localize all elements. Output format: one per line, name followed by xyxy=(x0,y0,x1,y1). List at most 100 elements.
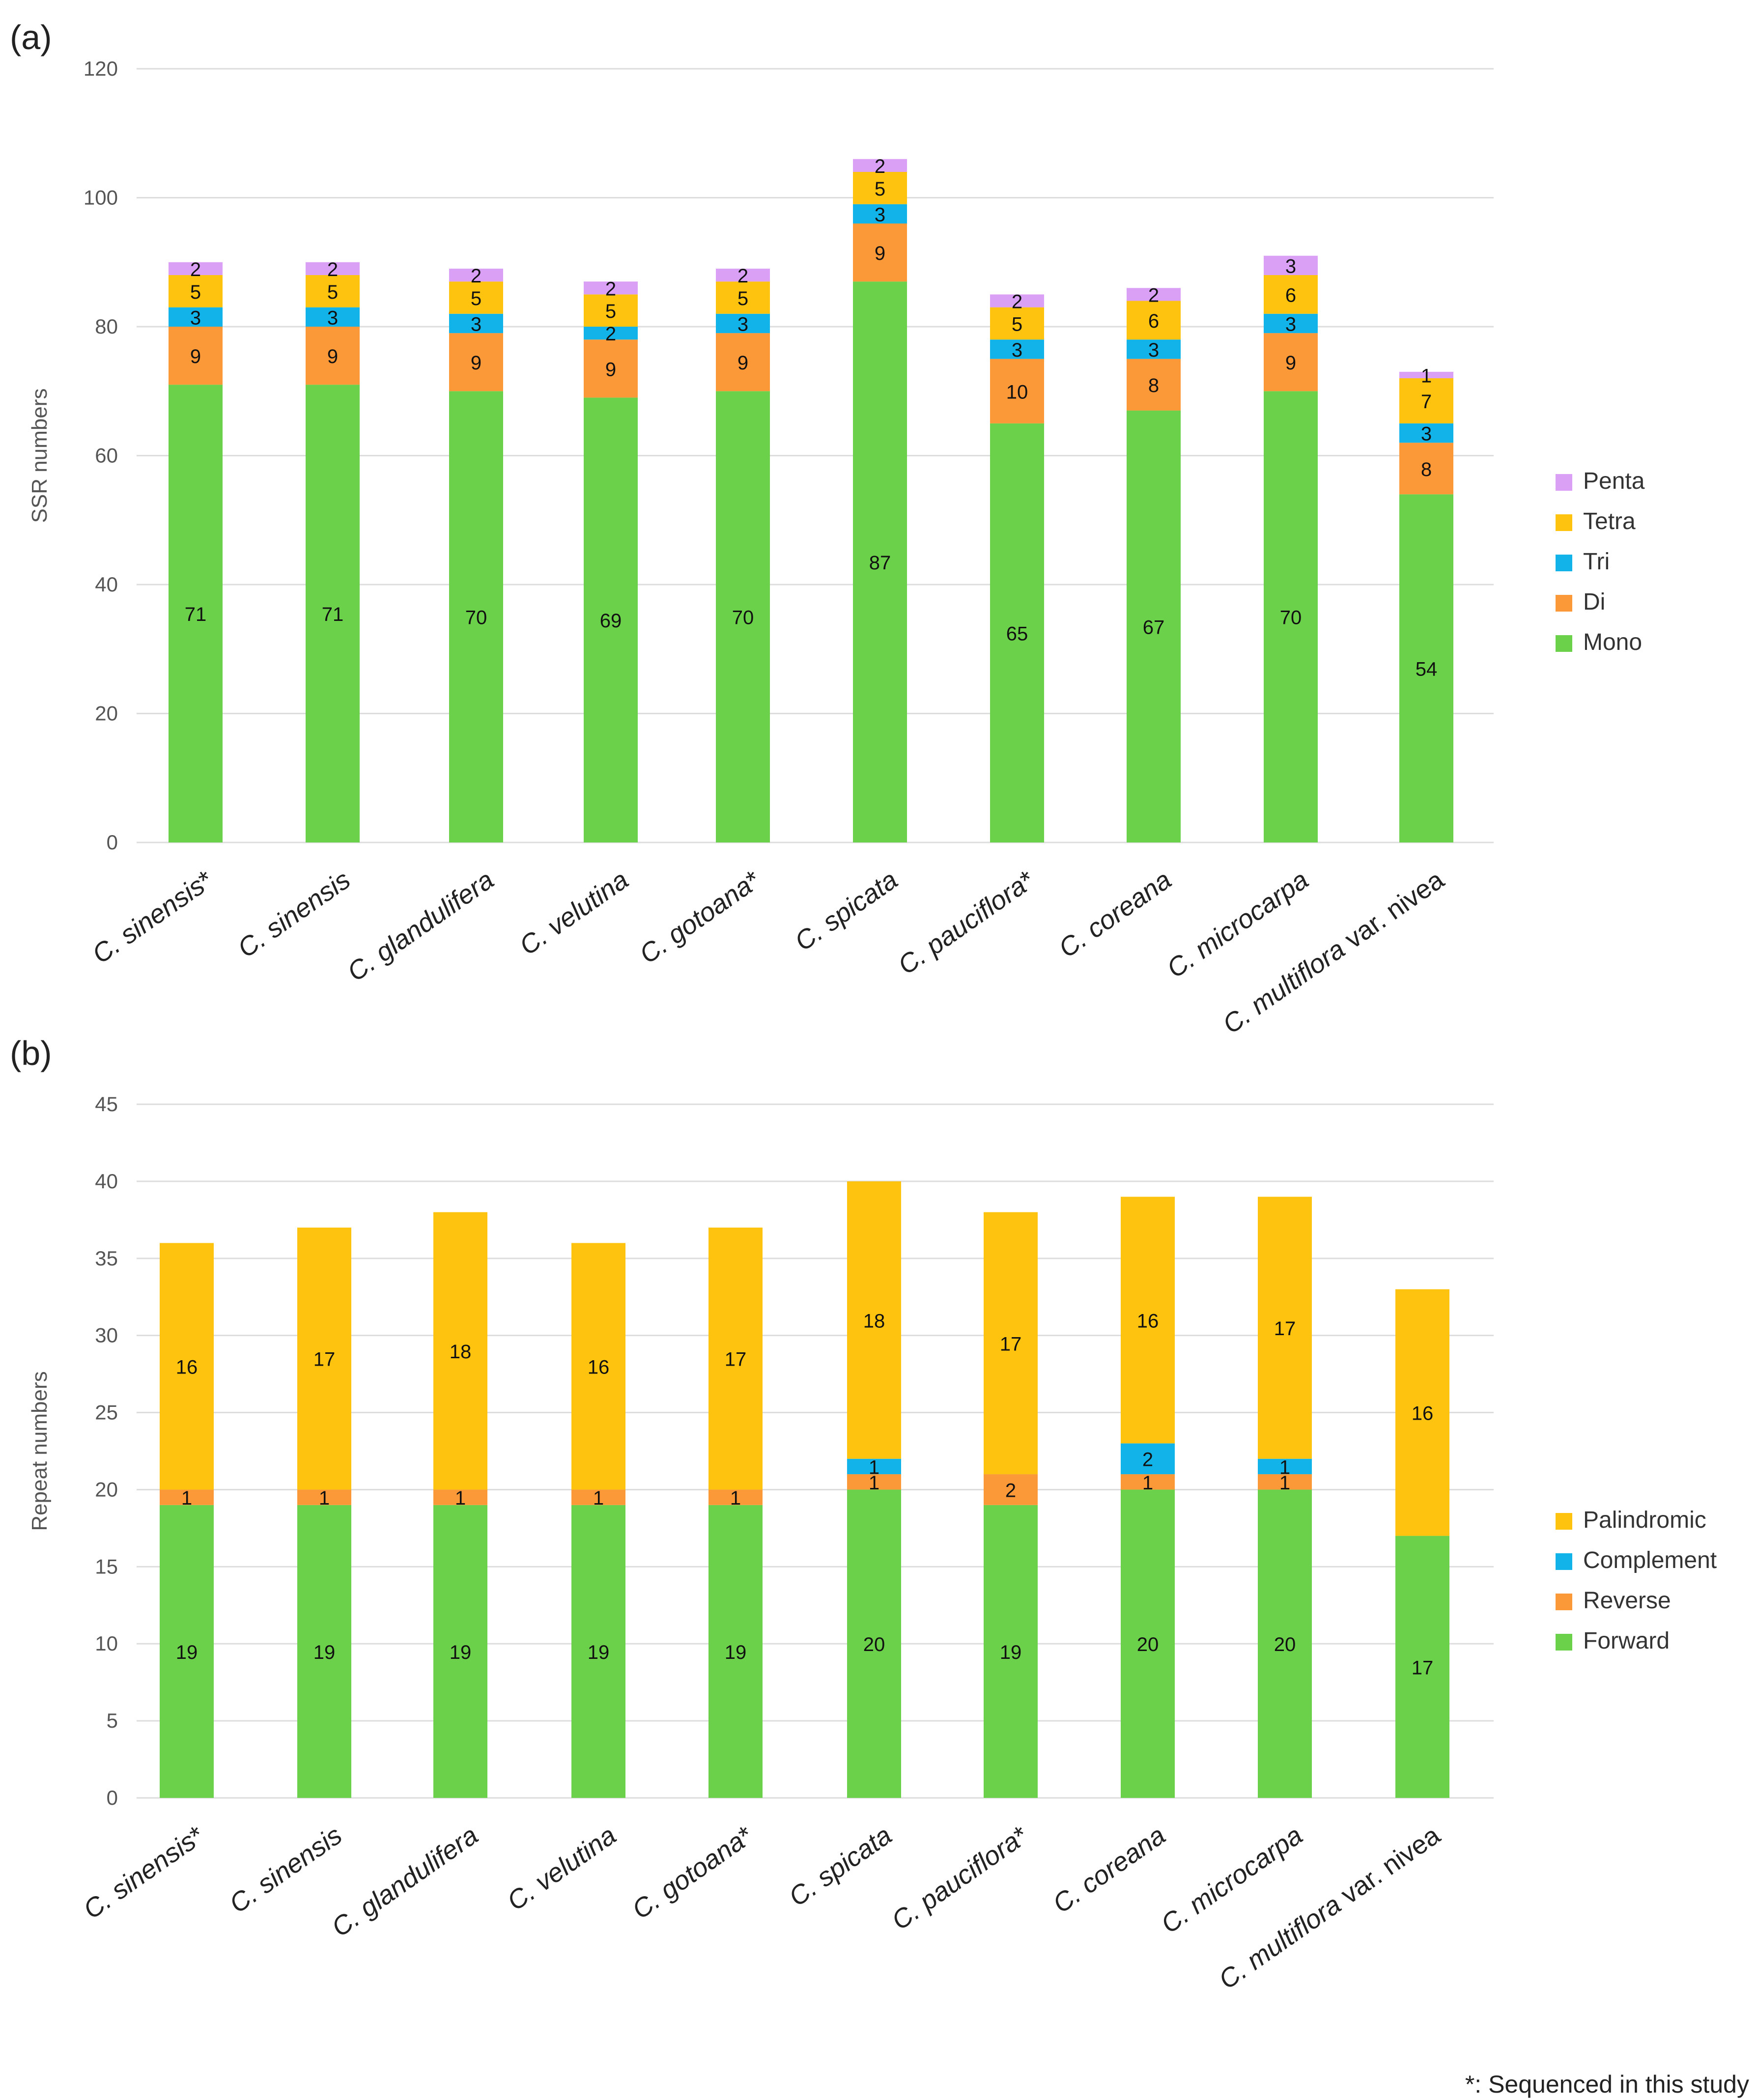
y-tick-label: 20 xyxy=(95,1478,118,1501)
bar-segment-di xyxy=(169,327,223,385)
bar-segment-palindromic xyxy=(1121,1197,1175,1444)
data-label: 70 xyxy=(465,607,487,629)
bar-segment-penta xyxy=(990,294,1044,308)
bar-segment-tri xyxy=(449,313,503,334)
bar-segment-penta xyxy=(169,262,223,275)
bar-segment-penta xyxy=(853,159,907,172)
data-label: 6 xyxy=(1148,310,1159,332)
bar-segment-mono xyxy=(169,385,223,842)
y-tick-label: 5 xyxy=(107,1709,118,1732)
data-label: 67 xyxy=(1143,616,1165,638)
data-label: 9 xyxy=(190,346,201,367)
x-tick-label: C. gotoana* xyxy=(634,865,766,970)
bar-segment-forward xyxy=(160,1505,214,1798)
bar-segment-tetra xyxy=(1399,378,1453,423)
y-tick-label: 15 xyxy=(95,1555,118,1578)
legend-swatch-complement xyxy=(1556,1553,1572,1570)
panel-b-repeat-chart: (b) 0 5 10 15 20 25 30 35 40 45 Repeat numbers 19 1 16… xyxy=(10,1034,1717,1995)
data-label: 87 xyxy=(869,552,891,574)
bar-segment-mono xyxy=(306,385,360,842)
bar-segment-tetra xyxy=(584,294,638,327)
data-label: 2 xyxy=(737,265,748,287)
data-label: 3 xyxy=(875,204,885,225)
bar-segment-tri xyxy=(853,204,907,224)
bar-segment-tri xyxy=(716,313,770,334)
data-label: 1 xyxy=(1279,1456,1290,1478)
legend-label-tri: Tri xyxy=(1583,549,1610,575)
y-tick-label: 30 xyxy=(95,1324,118,1347)
bar-segment-mono xyxy=(990,423,1044,842)
y-tick-label: 0 xyxy=(107,831,118,854)
legend-swatch-forward xyxy=(1556,1634,1572,1651)
data-label: 19 xyxy=(1000,1642,1022,1663)
x-tick-label: C. sinensis* xyxy=(78,1820,210,1925)
bar-segment-penta xyxy=(716,268,770,282)
y-tick-label: 10 xyxy=(95,1632,118,1655)
data-label: 18 xyxy=(863,1310,885,1332)
x-tick-label: C. velutina xyxy=(502,1820,621,1916)
bar-segment-forward xyxy=(708,1505,763,1798)
bar-segment-tetra xyxy=(169,275,223,308)
data-label: 19 xyxy=(313,1642,336,1663)
data-label: 2 xyxy=(1012,291,1022,313)
panel-label: (a) xyxy=(10,18,52,56)
bar-segment-penta xyxy=(306,262,360,275)
y-tick-label: 20 xyxy=(95,702,118,725)
data-label: 18 xyxy=(450,1341,472,1363)
data-label: 7 xyxy=(1421,391,1432,413)
panel-label: (b) xyxy=(10,1034,52,1072)
bar-segment-reverse xyxy=(297,1489,351,1505)
bar-segment-penta xyxy=(1399,371,1453,378)
data-label: 1 xyxy=(869,1456,879,1478)
data-label: 16 xyxy=(1137,1310,1159,1332)
bar-segment-forward xyxy=(433,1505,487,1798)
bar-segment-reverse xyxy=(847,1474,901,1490)
data-label: 16 xyxy=(1412,1403,1434,1425)
data-label: 5 xyxy=(875,178,885,200)
bar-segment-di xyxy=(449,333,503,392)
x-tick-label: C. coreana xyxy=(1053,865,1177,964)
x-tick-label: C. glandulifera xyxy=(342,865,499,987)
bar-segment-tetra xyxy=(1127,301,1181,340)
data-label: 2 xyxy=(605,278,616,300)
y-tick-label: 40 xyxy=(95,1170,118,1193)
data-label: 5 xyxy=(1012,313,1022,335)
bar-segment-mono xyxy=(1399,494,1453,842)
bar-segment-palindromic xyxy=(1395,1289,1449,1536)
x-tick-label: C. spicata xyxy=(790,865,903,957)
y-tick-label: 25 xyxy=(95,1401,118,1424)
bar-segment-penta xyxy=(1264,255,1318,275)
y-tick-label: 45 xyxy=(95,1092,118,1116)
data-label: 9 xyxy=(1285,352,1296,374)
y-tick-label: 80 xyxy=(95,315,118,338)
data-label: 8 xyxy=(1421,459,1432,480)
data-label: 5 xyxy=(737,288,748,309)
bar-segment-mono xyxy=(1127,410,1181,842)
x-tick-label: C. pauciflora* xyxy=(886,1820,1034,1936)
bar-segment-tri xyxy=(1264,313,1318,334)
data-label: 9 xyxy=(471,352,482,374)
data-label: 2 xyxy=(190,259,201,280)
y-tick-label: 60 xyxy=(95,444,118,467)
data-label: 2 xyxy=(605,323,616,345)
data-label: 20 xyxy=(863,1634,885,1655)
bar-segment-mono xyxy=(853,281,907,842)
data-label: 3 xyxy=(1012,339,1022,361)
data-label: 17 xyxy=(1000,1333,1022,1355)
legend-swatch-di xyxy=(1556,595,1572,612)
x-tick-label: C. spicata xyxy=(784,1820,897,1912)
data-label: 2 xyxy=(1005,1480,1016,1501)
y-tick-label: 100 xyxy=(84,186,118,209)
data-label: 5 xyxy=(605,301,616,322)
data-label: 1 xyxy=(869,1472,879,1494)
bar-segment-di xyxy=(990,359,1044,423)
data-label: 71 xyxy=(322,604,344,625)
x-tick-label: C. sinensis* xyxy=(87,865,219,970)
data-label: 2 xyxy=(1142,1449,1153,1471)
legend-label-forward: Forward xyxy=(1583,1628,1670,1654)
bar-segment-palindromic xyxy=(160,1243,214,1490)
bar-segment-tri xyxy=(990,339,1044,359)
bar-segment-di xyxy=(1264,333,1318,392)
data-label: 2 xyxy=(471,265,482,287)
bar-segment-palindromic xyxy=(297,1228,351,1490)
